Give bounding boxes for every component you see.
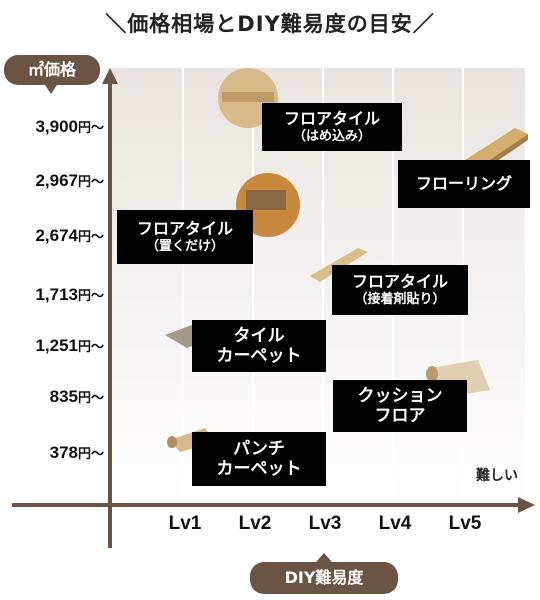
x-tick-label: Lv5 [448,513,482,534]
x-tick-label: Lv2 [238,513,272,534]
label-floor-tile-snap: フロアタイル （はめ込み） [262,103,402,151]
label-flooring: フローリング [398,160,530,208]
y-tick-label: 2,967円〜 [35,171,104,190]
y-axis-arrow [102,68,118,84]
y-tick-label: 1,713円〜 [35,285,104,304]
label-floor-tile-lay: フロアタイル （置くだけ） [117,210,253,264]
chart-title: ＼価格相場とDIY難易度の目安／ [105,12,435,36]
y-tick-label: 1,251円〜 [35,336,104,355]
y-tick-label: 3,900円〜 [35,117,104,136]
y-tick-label: 2,674円〜 [35,226,104,245]
difficulty-hard-note: 難しい [476,468,518,484]
label-cushion-floor: クッション フロア [333,380,467,432]
x-unit-pointer [316,553,332,562]
x-tick-label: Lv1 [168,513,202,534]
x-axis-arrow [518,497,535,513]
floor-tile-lay-image [246,190,286,210]
label-punch-carpet: パンチ カーペット [192,432,326,486]
flooring-image [465,128,528,168]
label-tile-carpet: タイル カーペット [192,320,326,372]
y-tick-label: 835円〜 [49,387,104,406]
y-tick-label: 378円〜 [49,443,104,462]
punch-carpet-image [167,436,177,448]
label-floor-tile-glue: フロアタイル （接着剤貼り） [332,265,468,315]
y-unit-pointer [45,85,57,94]
x-axis-unit-label: DIY難易度 [250,562,398,594]
y-axis-unit-label: ㎡価格 [4,55,100,85]
x-tick-label: Lv4 [378,513,412,534]
x-tick-label: Lv3 [308,513,342,534]
floor-tile-snap-image [222,92,274,102]
cushion-floor-image [426,366,438,382]
